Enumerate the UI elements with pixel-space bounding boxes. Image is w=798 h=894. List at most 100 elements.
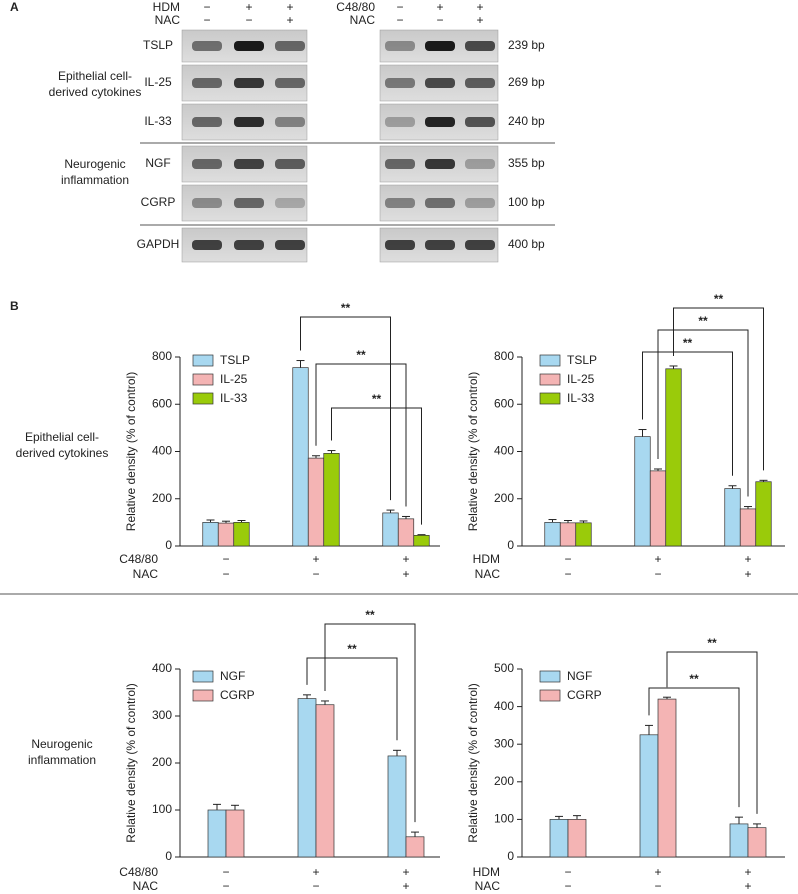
condition-sign: +	[744, 567, 751, 581]
group-label: Epithelial cell-	[58, 69, 132, 83]
condition-sign: −	[396, 13, 403, 27]
condition-sign: −	[222, 879, 229, 893]
bar	[649, 470, 667, 547]
y-axis-label: Relative density (% of control)	[466, 372, 480, 531]
y-axis-label: Relative density (% of control)	[124, 372, 138, 531]
y-tick-label: 800	[494, 349, 514, 363]
bar	[755, 481, 772, 547]
bar	[323, 453, 340, 547]
legend-swatch	[192, 670, 214, 683]
significance-bracket	[324, 623, 416, 823]
bar	[575, 522, 592, 547]
condition-sign: +	[476, 0, 483, 14]
condition-sign: −	[245, 13, 252, 27]
legend-label: IL-25	[220, 372, 248, 386]
gel-band	[192, 159, 222, 169]
condition-sign: −	[396, 0, 403, 14]
row-label: Epithelial cell-	[25, 430, 99, 444]
y-tick-label: 200	[152, 755, 172, 769]
bar	[544, 522, 561, 547]
legend-swatch	[192, 689, 214, 702]
y-tick-label: 300	[152, 708, 172, 722]
condition-sign: +	[312, 552, 319, 566]
condition-sign: −	[222, 865, 229, 879]
legend-swatch	[539, 670, 561, 683]
legend-swatch	[192, 392, 214, 405]
gene-label: GAPDH	[137, 237, 180, 251]
bar	[739, 508, 757, 547]
y-tick-label: 200	[494, 491, 514, 505]
bar	[217, 522, 235, 547]
condition-sign: −	[564, 552, 571, 566]
y-tick-label: 0	[507, 849, 514, 863]
gel-band	[275, 117, 305, 127]
row-label: Neurogenic	[31, 737, 92, 751]
bar	[657, 698, 677, 858]
y-tick-label: 200	[152, 491, 172, 505]
y-tick-label: 400	[152, 661, 172, 675]
bar	[315, 704, 335, 858]
row-label: derived cytokines	[16, 446, 109, 460]
condition-sign: +	[402, 567, 409, 581]
y-axis-label: Relative density (% of control)	[466, 683, 480, 842]
legend-label: TSLP	[220, 353, 250, 367]
gel-band	[192, 198, 222, 208]
gel-band	[192, 117, 222, 127]
gel-band	[465, 41, 495, 51]
gel-band	[192, 78, 222, 88]
band-size: 269 bp	[508, 75, 545, 89]
bar	[747, 827, 767, 858]
gene-label: TSLP	[143, 38, 173, 52]
bar	[413, 535, 430, 547]
condition-name: NAC	[133, 567, 159, 581]
band-size: 100 bp	[508, 195, 545, 209]
condition-sign: −	[436, 13, 443, 27]
significance-bracket	[673, 307, 764, 471]
bar	[567, 819, 587, 858]
y-tick-label: 600	[152, 396, 172, 410]
legend-swatch	[539, 392, 561, 405]
gel-band	[425, 240, 455, 250]
legend-label: IL-33	[567, 391, 595, 405]
group-label: inflammation	[61, 173, 129, 187]
gel-band	[465, 198, 495, 208]
gel-band	[385, 159, 415, 169]
gel-band	[275, 41, 305, 51]
y-tick-label: 300	[494, 736, 514, 750]
y-tick-label: 0	[165, 849, 172, 863]
legend-label: CGRP	[567, 688, 602, 702]
condition-sign: +	[654, 552, 661, 566]
y-tick-label: 800	[152, 349, 172, 363]
y-tick-label: 400	[152, 444, 172, 458]
significance-bracket	[666, 651, 758, 814]
condition-name: C48/80	[336, 0, 375, 14]
gel-band	[234, 117, 264, 127]
legend-label: TSLP	[567, 353, 597, 367]
band-size: 240 bp	[508, 114, 545, 128]
y-tick-label: 0	[507, 538, 514, 552]
gel-band	[385, 198, 415, 208]
condition-name: HDM	[473, 865, 500, 879]
y-tick-label: 400	[494, 699, 514, 713]
y-tick-label: 200	[494, 774, 514, 788]
legend-label: NGF	[220, 669, 245, 683]
condition-sign: +	[476, 13, 483, 27]
condition-sign: −	[564, 879, 571, 893]
bar	[549, 819, 569, 858]
y-tick-label: 100	[152, 802, 172, 816]
condition-sign: +	[402, 552, 409, 566]
bar	[405, 836, 425, 858]
gel-band	[465, 240, 495, 250]
band-size: 239 bp	[508, 38, 545, 52]
significance-bracket	[642, 351, 733, 476]
row-label: inflammation	[28, 753, 96, 767]
significance-label: **	[347, 642, 357, 656]
bar	[559, 522, 577, 547]
legend-label: IL-33	[220, 391, 248, 405]
gene-label: CGRP	[141, 195, 176, 209]
condition-sign: +	[402, 879, 409, 893]
band-size: 400 bp	[508, 237, 545, 251]
significance-bracket	[331, 407, 422, 525]
bar	[397, 518, 415, 547]
